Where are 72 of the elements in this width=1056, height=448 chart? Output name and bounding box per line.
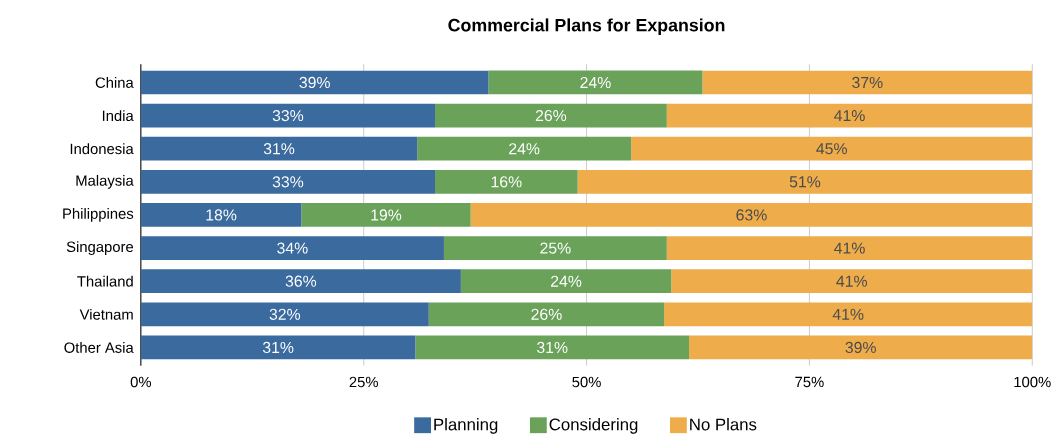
- bar: [666, 236, 1033, 261]
- x-tick-label: 50%: [572, 376, 601, 388]
- data-label: 41%: [834, 110, 865, 122]
- data-label: 36%: [285, 275, 317, 287]
- bar: [488, 70, 703, 95]
- bar: [666, 103, 1033, 128]
- data-label: 41%: [836, 275, 868, 287]
- bar: [301, 203, 471, 227]
- data-label: 18%: [206, 209, 237, 221]
- bar: [443, 236, 667, 261]
- bar: [140, 170, 436, 194]
- data-label: 41%: [834, 242, 865, 254]
- y-tick-label: Singapore: [66, 241, 134, 256]
- x-tick-label: 0%: [130, 376, 152, 388]
- data-label: 45%: [816, 143, 847, 155]
- data-label: 34%: [277, 242, 308, 254]
- bar: [671, 269, 1033, 294]
- data-label: 19%: [371, 209, 402, 221]
- chart-title: Commercial Plans for Expansion: [448, 18, 725, 36]
- bar: [140, 269, 461, 294]
- bar: [435, 170, 578, 194]
- bar: [460, 269, 672, 294]
- bar: [470, 203, 1033, 227]
- bar: [140, 137, 418, 161]
- bar: [664, 302, 1033, 327]
- bar: [140, 70, 489, 95]
- data-label: 31%: [262, 342, 294, 354]
- y-tick-label: Thailand: [77, 275, 133, 287]
- data-label: 33%: [272, 110, 304, 122]
- data-label: 39%: [845, 342, 876, 354]
- y-tick-label: Philippines: [63, 208, 134, 223]
- x-tick-label: 25%: [349, 376, 378, 388]
- y-tick-label: India: [102, 110, 134, 122]
- data-label: 39%: [299, 77, 330, 89]
- data-label: 51%: [789, 176, 821, 188]
- x-tick-label: 75%: [795, 376, 824, 388]
- data-label: 25%: [540, 242, 571, 254]
- data-label: 32%: [269, 308, 301, 321]
- data-label: 37%: [852, 77, 883, 89]
- data-label: 31%: [263, 143, 295, 155]
- data-label: 33%: [272, 176, 304, 188]
- bar: [140, 335, 416, 360]
- data-label: 26%: [535, 110, 567, 122]
- bar: [417, 137, 632, 161]
- y-tick-label: Other Asia: [64, 342, 134, 354]
- bar: [631, 137, 1033, 161]
- y-tick-label: Indonesia: [70, 143, 134, 155]
- data-label: 41%: [832, 308, 864, 321]
- bar: [140, 203, 302, 227]
- bar: [702, 70, 1033, 95]
- bar: [428, 302, 665, 327]
- legend-label: Planning: [434, 418, 498, 434]
- y-tick-label: Malaysia: [76, 175, 134, 189]
- bar: [140, 103, 436, 128]
- y-tick-label: China: [95, 77, 134, 89]
- data-label: 26%: [531, 308, 562, 321]
- data-label: 24%: [551, 275, 582, 287]
- data-label: 16%: [491, 176, 522, 188]
- bar: [415, 335, 690, 360]
- x-tick-label: 100%: [1014, 376, 1051, 388]
- data-label: 24%: [509, 143, 540, 155]
- bar: [577, 170, 1033, 194]
- y-tick-label: Vietnam: [79, 309, 133, 320]
- bar: [689, 335, 1033, 360]
- data-label: 63%: [736, 209, 767, 221]
- data-label: 24%: [580, 77, 611, 89]
- bar: [140, 236, 444, 261]
- legend-label: Considering: [549, 418, 638, 434]
- data-label: 31%: [537, 342, 568, 354]
- bar: [140, 302, 429, 327]
- bar: [435, 103, 667, 128]
- legend-label: No Plans: [690, 418, 757, 431]
